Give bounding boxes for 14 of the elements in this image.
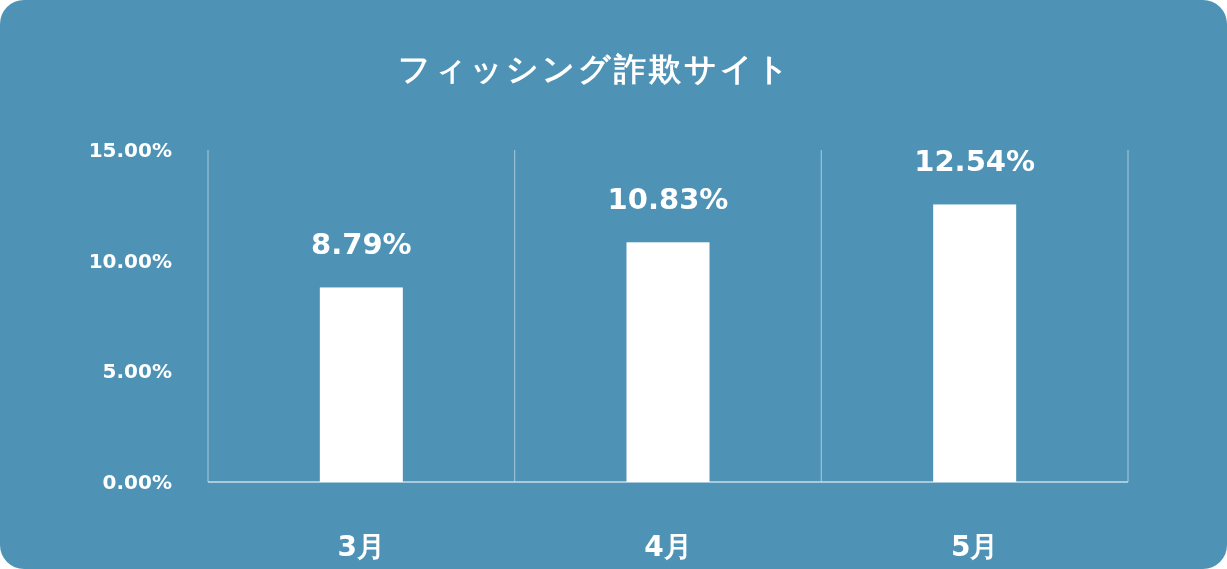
y-tick-label: 10.00% [88, 248, 172, 273]
data-label: 8.79% [311, 227, 412, 262]
bar [319, 287, 403, 482]
x-tick-label: 3月 [337, 530, 386, 563]
bar [626, 242, 710, 482]
y-tick-label: 15.00% [88, 138, 172, 162]
y-tick-label: 0.00% [102, 470, 172, 494]
y-tick-label: 5.00% [102, 359, 172, 384]
data-label: 12.54% [914, 144, 1036, 179]
data-label: 10.83% [607, 182, 729, 217]
chart-title: フィッシング詐欺サイト [398, 50, 792, 88]
bar [933, 204, 1017, 482]
x-tick-label: 4月 [644, 530, 692, 563]
x-tick-label: 5月 [950, 530, 999, 563]
